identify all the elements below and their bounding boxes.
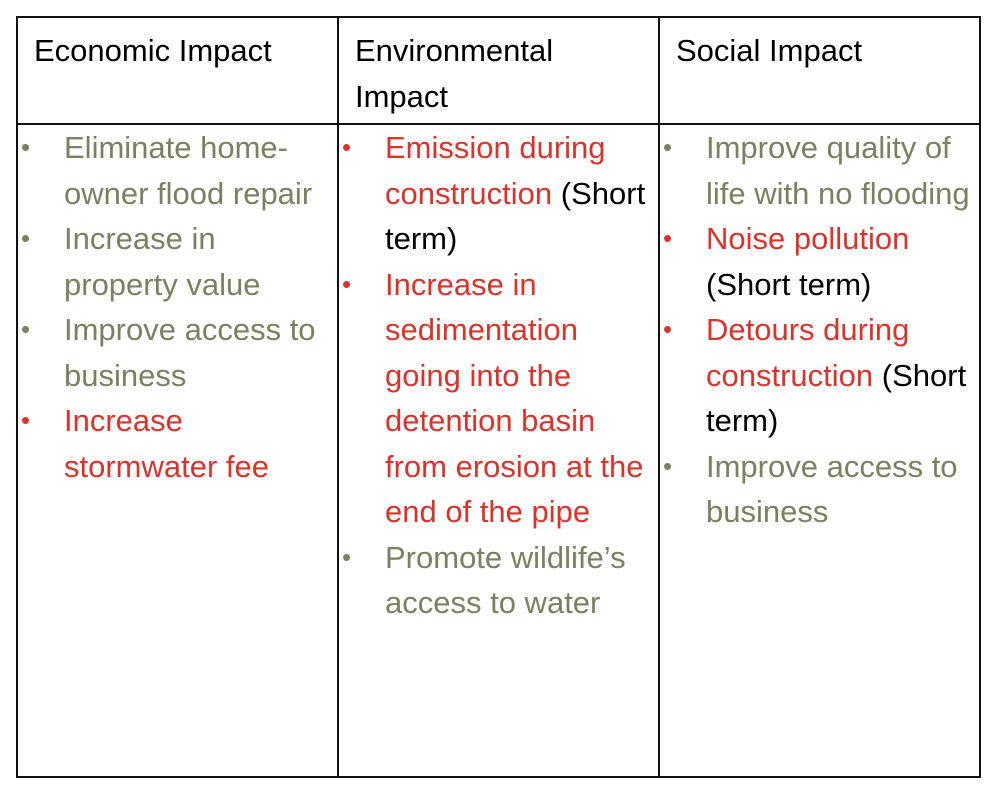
list-item: • Detours during construction (Short term… xyxy=(660,307,979,444)
social-impact-cell: • Improve quality of life with no floodin… xyxy=(658,123,981,778)
list-item: • Promote wildlife’s access to water xyxy=(339,535,658,626)
bullet-icon: • xyxy=(342,541,352,572)
economic-impact-cell: • Eliminate home-owner flood repair • Incre… xyxy=(16,123,339,778)
list-item: • Increase in sedimentation going into th… xyxy=(339,262,658,535)
list-item: • Improve access to business xyxy=(660,444,979,535)
environmental-impact-header: Environmental Impact xyxy=(337,16,660,125)
item-text: Promote wildlife’s access to water xyxy=(385,539,626,621)
economic-impact-list: • Eliminate home-owner flood repair • Incre… xyxy=(18,125,337,489)
list-item: • Noise pollution (Short term) xyxy=(660,216,979,307)
item-text: Increase in sedimentation going into the… xyxy=(385,266,644,530)
economic-impact-header: Economic Impact xyxy=(16,16,339,125)
bullet-icon: • xyxy=(21,314,31,344)
social-impact-header: Social Impact xyxy=(658,16,981,125)
list-item: • Increase in property value xyxy=(18,216,337,307)
bullet-icon: • xyxy=(21,223,31,253)
list-item: • Improve access to business xyxy=(18,307,337,398)
item-text: Noise pollution xyxy=(706,221,910,256)
item-text: Detours during construction xyxy=(706,312,910,393)
item-text: Eliminate home-owner flood repair xyxy=(64,130,313,211)
bullet-icon: • xyxy=(663,314,673,344)
social-impact-list: • Improve quality of life with no floodin… xyxy=(660,125,979,535)
bullet-icon: • xyxy=(21,405,31,435)
impact-table: Economic Impact Environmental Impact Soc… xyxy=(16,16,981,778)
list-item: • Emission during construction (Short ter… xyxy=(339,125,658,262)
body-row: • Eliminate home-owner flood repair • Incre… xyxy=(16,123,981,778)
bullet-icon: • xyxy=(663,223,673,253)
header-row: Economic Impact Environmental Impact Soc… xyxy=(16,16,981,125)
bullet-icon: • xyxy=(663,450,673,481)
item-text: Increase stormwater fee xyxy=(64,403,270,484)
item-text: Emission during construction xyxy=(385,130,606,211)
bullet-icon: • xyxy=(342,132,352,162)
item-text: Improve access to business xyxy=(706,448,958,530)
item-text: Improve quality of life with no flooding xyxy=(706,130,970,211)
item-term-note: (Short term) xyxy=(385,175,646,257)
list-item: • Eliminate home-owner flood repair xyxy=(18,125,337,216)
list-item: • Improve quality of life with no floodin… xyxy=(660,125,979,216)
environmental-impact-cell: • Emission during construction (Short ter… xyxy=(337,123,660,778)
bullet-icon: • xyxy=(21,132,31,162)
environmental-impact-list: • Emission during construction (Short ter… xyxy=(339,125,658,626)
item-text: Increase in property value xyxy=(64,221,261,302)
bullet-icon: • xyxy=(342,268,352,299)
item-term-note: (Short term) xyxy=(706,357,967,439)
item-term-note: (Short term) xyxy=(706,266,872,302)
list-item: • Increase stormwater fee xyxy=(18,398,337,489)
bullet-icon: • xyxy=(663,132,673,162)
item-text: Improve access to business xyxy=(64,312,316,393)
